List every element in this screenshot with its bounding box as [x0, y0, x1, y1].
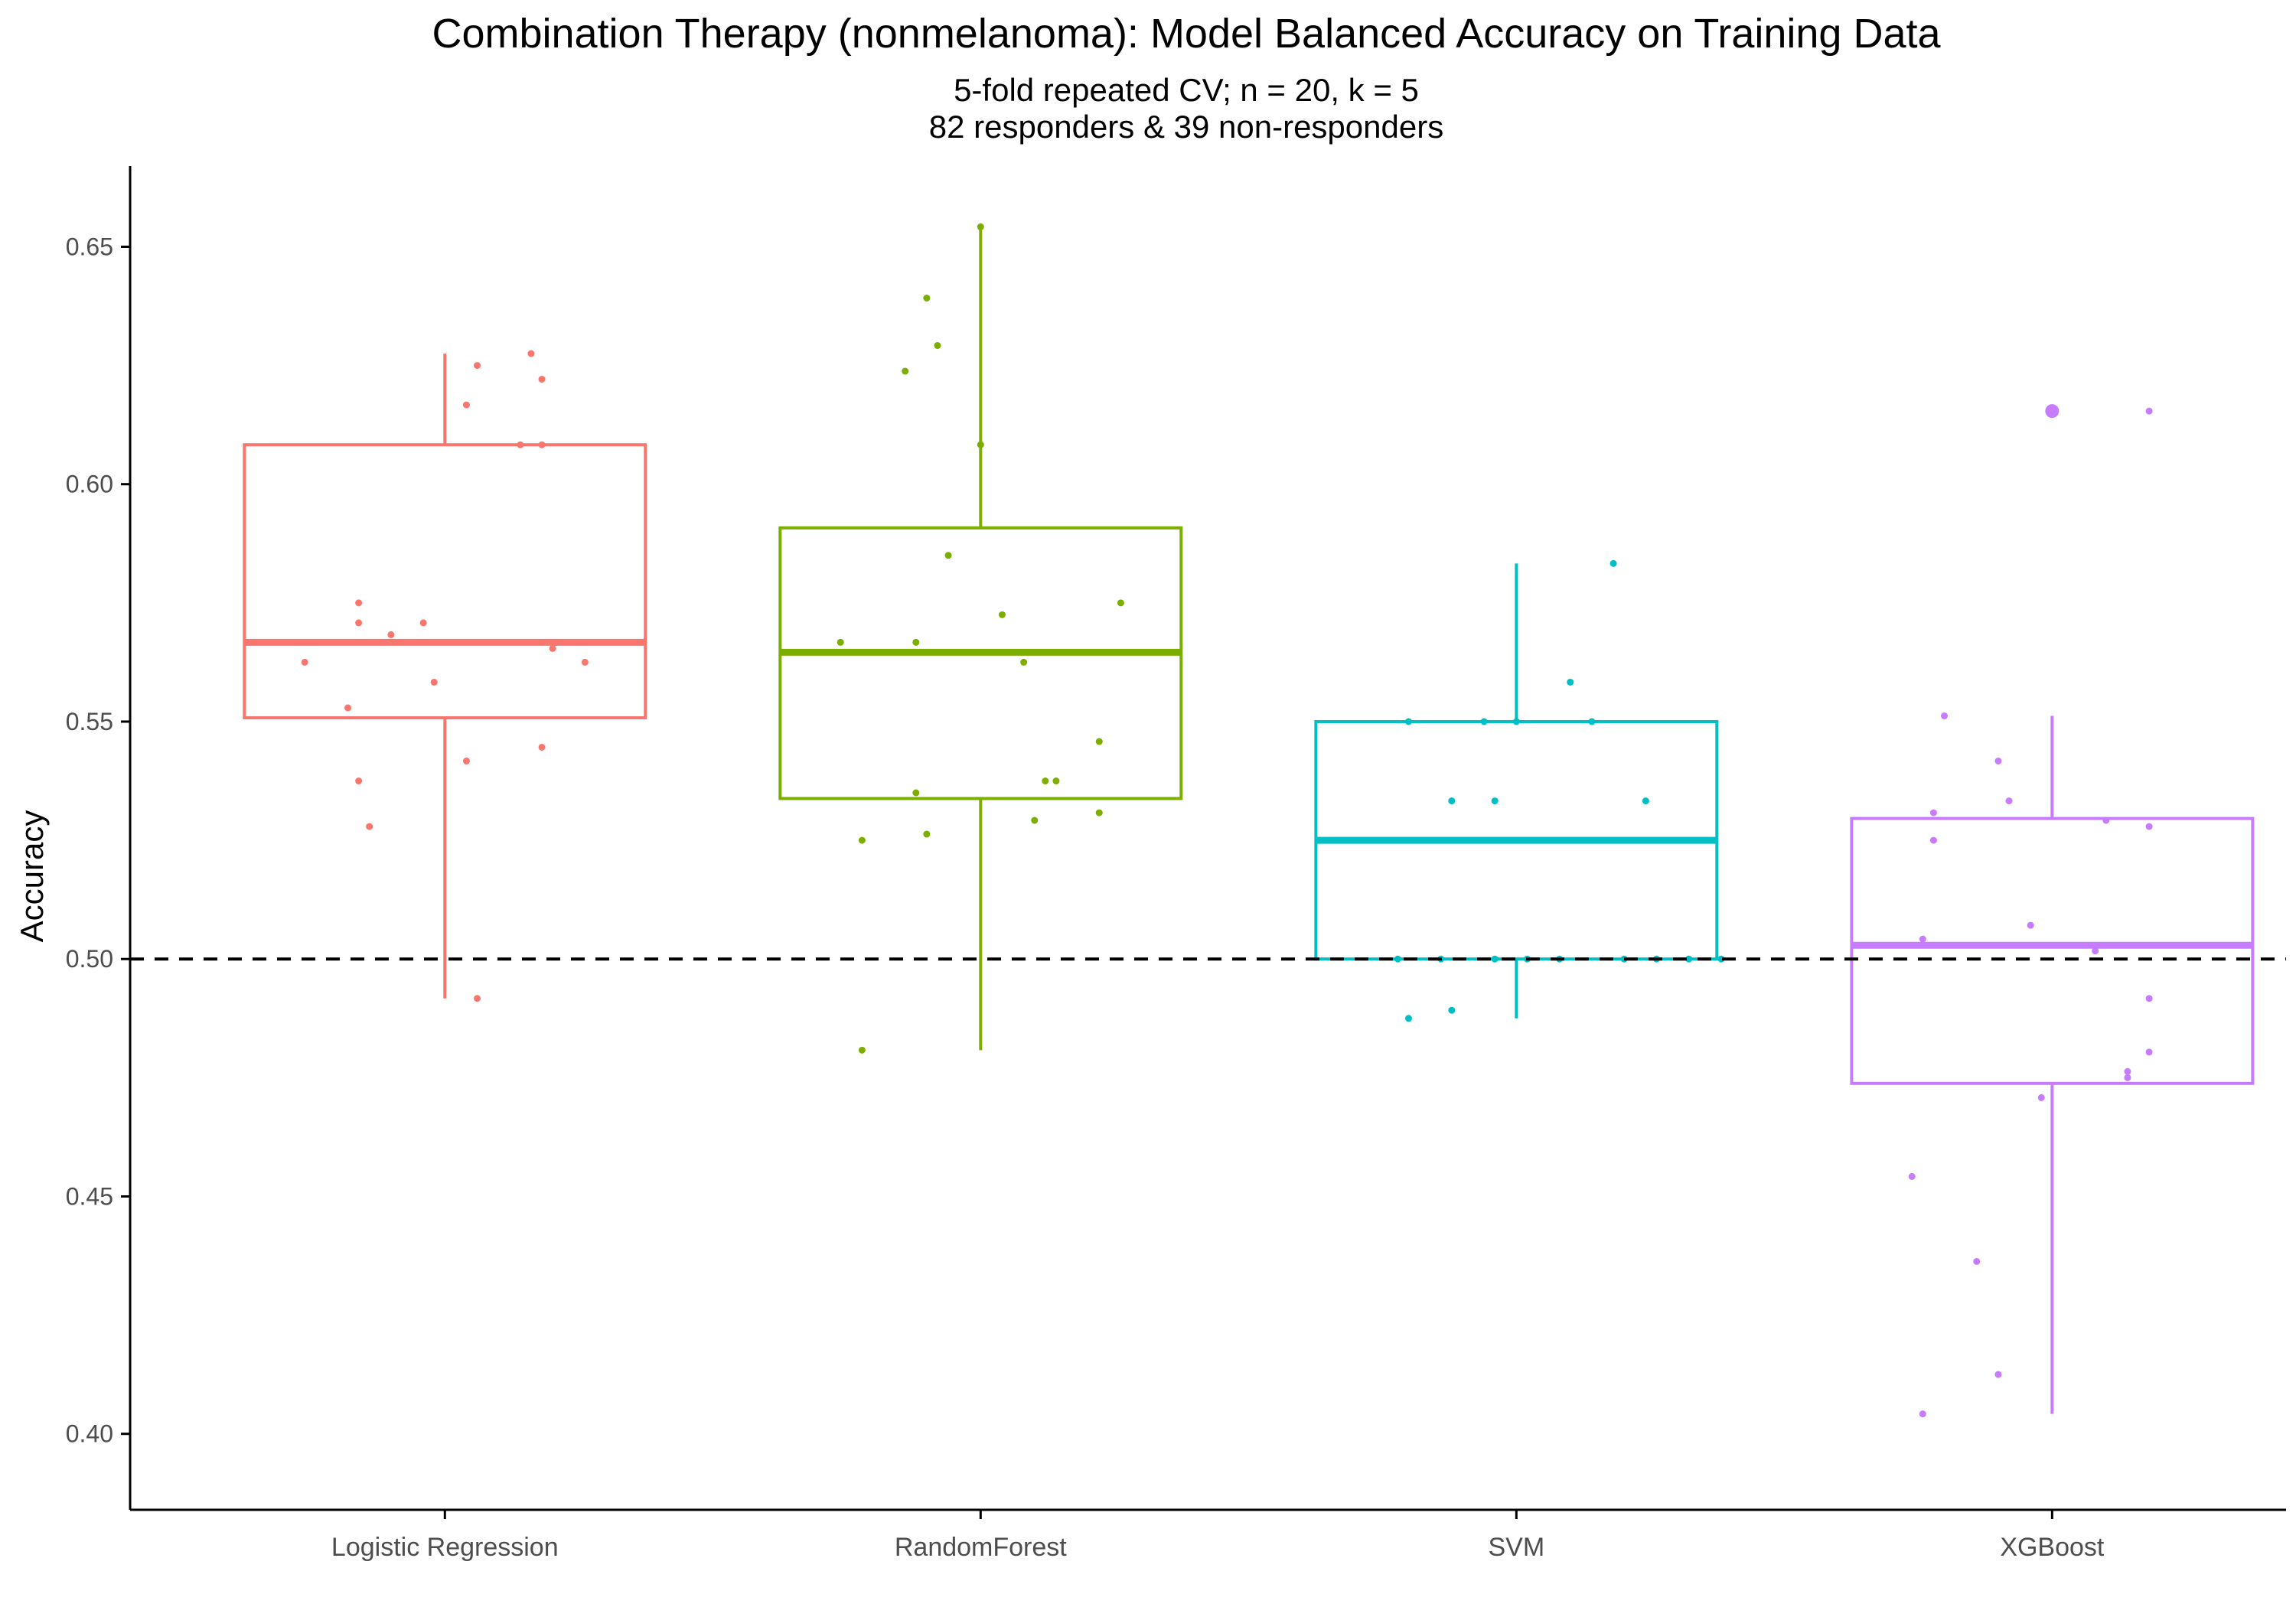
x-tick-label: XGBoost [2000, 1533, 2105, 1562]
jitter-point [1448, 1006, 1456, 1014]
jitter-point [1491, 955, 1499, 963]
jitter-point [912, 638, 920, 646]
jitter-point [355, 777, 363, 785]
chart-title: Combination Therapy (nonmelanoma): Model… [432, 11, 1941, 57]
chart-subtitle-line-2: 82 responders & 39 non-responders [929, 109, 1443, 145]
jitter-point [538, 441, 546, 448]
jitter-point [355, 619, 363, 627]
jitter-point [1941, 712, 1949, 720]
box-group [243, 350, 647, 1002]
outlier-point [2045, 404, 2060, 419]
jitter-point [923, 830, 931, 838]
jitter-point [837, 638, 844, 646]
jitter-point [301, 658, 308, 666]
jitter-point [1042, 777, 1049, 785]
jitter-point [538, 376, 546, 383]
box-iqr [778, 526, 1183, 800]
jitter-point [1052, 777, 1060, 785]
jitter-point [1973, 1257, 1981, 1265]
jitter-point [1609, 559, 1617, 567]
jitter-point [2145, 823, 2153, 830]
y-axis-label: Accuracy [14, 810, 50, 943]
jitter-point [1404, 718, 1412, 725]
jitter-point [1095, 738, 1103, 745]
jitter-point [912, 789, 920, 797]
jitter-point [1480, 718, 1488, 725]
jitter-point [1994, 757, 2002, 764]
jitter-point [1685, 955, 1693, 963]
jitter-point [462, 401, 470, 409]
jitter-point [977, 441, 984, 448]
jitter-point [2037, 1094, 2045, 1101]
jitter-point [581, 658, 589, 666]
jitter-point [355, 599, 363, 607]
jitter-point [2145, 995, 2153, 1002]
jitter-point [2124, 1068, 2131, 1075]
jitter-point [1908, 1172, 1916, 1180]
jitter-point [474, 995, 481, 1002]
jitter-point [858, 1046, 866, 1054]
jitter-point [1929, 836, 1937, 844]
jitter-point [1117, 599, 1124, 607]
box-iqr [1850, 817, 2255, 1085]
jitter-point [858, 836, 866, 844]
jitter-point [2027, 921, 2034, 929]
chart-subtitle-line-1: 5-fold repeated CV; n = 20, k = 5 [954, 72, 1419, 108]
jitter-point [2005, 797, 2013, 805]
jitter-point [1031, 817, 1039, 824]
jitter-point [998, 611, 1006, 618]
jitter-point [944, 552, 952, 559]
jitter-point [387, 631, 395, 638]
jitter-point [1919, 935, 1926, 943]
jitter-point [538, 743, 546, 751]
x-tick-label: RandomForest [895, 1533, 1067, 1562]
jitter-point [977, 223, 984, 230]
jitter-point [549, 644, 556, 652]
jitter-point [419, 619, 427, 627]
jitter-point [2145, 407, 2153, 415]
jitter-point [1491, 797, 1499, 805]
y-tick-label: 0.50 [66, 945, 113, 973]
jitter-point [1394, 955, 1401, 963]
x-tick-label: Logistic Regression [331, 1533, 559, 1562]
jitter-point [902, 367, 909, 375]
jitter-point [1717, 955, 1725, 963]
jitter-point [2145, 1048, 2153, 1056]
y-tick-label: 0.65 [66, 233, 113, 260]
jitter-point [474, 362, 481, 370]
plot-area [130, 223, 2286, 1418]
jitter-point [1919, 1410, 1926, 1418]
jitter-point [1567, 678, 1574, 686]
jitter-point [462, 757, 470, 764]
jitter-point [1929, 809, 1937, 817]
jitter-point [1404, 1015, 1412, 1022]
jitter-point [1512, 718, 1520, 725]
jitter-point [1095, 809, 1103, 817]
box-iqr [243, 443, 647, 720]
y-tick-label: 0.60 [66, 471, 113, 498]
jitter-point [1448, 797, 1456, 805]
jitter-point [430, 678, 438, 686]
jitter-point [1020, 658, 1028, 666]
y-tick-label: 0.55 [66, 708, 113, 735]
jitter-point [1994, 1371, 2002, 1378]
y-tick-label: 0.40 [66, 1420, 113, 1448]
jitter-point [366, 823, 373, 830]
box-group [778, 223, 1183, 1054]
jitter-point [517, 441, 524, 448]
y-tick-label: 0.45 [66, 1182, 113, 1210]
box-group [1850, 404, 2255, 1418]
jitter-point [344, 704, 352, 712]
jitter-point [2124, 1074, 2131, 1081]
jitter-point [2102, 817, 2110, 824]
jitter-point [934, 342, 941, 350]
jitter-point [923, 294, 931, 302]
jitter-point [527, 350, 535, 357]
jitter-point [1588, 718, 1596, 725]
box-group [1314, 559, 1725, 1022]
jitter-point [1642, 797, 1649, 805]
jitter-point [2092, 947, 2099, 955]
x-tick-label: SVM [1488, 1533, 1544, 1562]
